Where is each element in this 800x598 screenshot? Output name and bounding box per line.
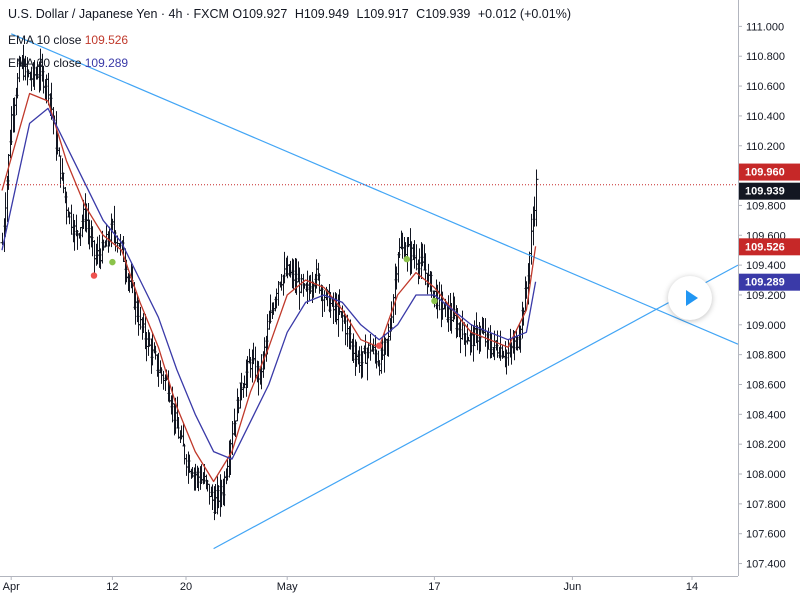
x-tick-label: 17 — [428, 581, 440, 593]
price-badge-bg — [739, 182, 800, 200]
scroll-to-realtime-button[interactable] — [668, 276, 712, 320]
y-tick-label: 109.000 — [746, 320, 786, 332]
price-bars — [0, 44, 539, 521]
signal-marker — [431, 297, 438, 305]
signal-marker — [109, 258, 116, 266]
ema-lines — [1, 92, 537, 483]
ema10-legend[interactable]: EMA 10 close 109.526 — [8, 33, 128, 47]
x-tick-label: 14 — [686, 581, 698, 593]
ema10-label: EMA 10 close — [8, 33, 82, 47]
y-tick-label: 110.200 — [746, 141, 785, 153]
y-tick-label: 111.000 — [746, 21, 784, 33]
ema20-value: 109.289 — [84, 56, 129, 70]
x-tick-label: Apr — [3, 581, 20, 593]
ohlc-low-value: 109.917 — [363, 7, 409, 21]
y-tick-label: 110.400 — [746, 111, 785, 123]
price-badge: 109.526 — [739, 238, 800, 256]
ema20-legend[interactable]: EMA 20 close 109.289 — [8, 56, 128, 70]
y-tick-label: 110.600 — [746, 81, 785, 93]
y-tick-label: 109.800 — [746, 200, 786, 212]
trendlines — [10, 33, 739, 550]
y-tick-label: 108.000 — [746, 469, 786, 481]
price-badge-label: 109.289 — [745, 277, 785, 289]
y-tick-label: 108.600 — [746, 379, 786, 391]
signal-marker — [376, 342, 383, 349]
descending-trendline — [10, 33, 739, 345]
x-tick-label: May — [277, 581, 298, 593]
signal-marker — [403, 255, 410, 263]
ohlc-high-value: 109.949 — [303, 7, 350, 21]
ema20-line — [1, 107, 537, 460]
price-badge-bg — [739, 163, 800, 181]
change-value: +0.012 (+0.01%) — [477, 7, 571, 21]
ema10-line — [1, 92, 537, 483]
y-tick-label: 108.800 — [746, 350, 786, 362]
price-badges: 109.960 109.939 109.526 109.289 — [739, 163, 800, 291]
ohlc-high-label: H — [294, 7, 304, 21]
x-tick-label: Jun — [564, 581, 582, 593]
ascending-trendline — [213, 264, 739, 550]
ohlc-close-value: 109.939 — [425, 7, 471, 21]
symbol-legend: U.S. Dollar / Japanese Yen · 4h · FXCM O… — [8, 7, 571, 21]
signal-markers — [90, 255, 438, 349]
price-badge-label: 109.939 — [745, 186, 785, 198]
y-tick-label: 109.400 — [746, 260, 786, 272]
x-tick-label: 20 — [180, 581, 192, 593]
ohlc-open-label: O — [232, 7, 243, 21]
y-tick-label: 110.800 — [746, 51, 785, 63]
y-tick-label: 109.200 — [746, 290, 786, 302]
price-badge-label: 109.526 — [745, 241, 785, 253]
y-tick-label: 108.200 — [746, 439, 786, 451]
price-badge-label: 109.960 — [745, 167, 785, 179]
y-tick-label: 107.400 — [746, 559, 786, 571]
ema20-label: EMA 20 close — [8, 56, 82, 70]
y-tick-label: 107.800 — [746, 499, 786, 511]
ohlc-low-label: L — [356, 7, 364, 21]
price-badge-bg — [739, 273, 800, 291]
price-axis-bg — [738, 0, 800, 598]
price-badge-bg — [739, 238, 800, 256]
play-icon — [686, 290, 698, 306]
time-axis[interactable]: Apr 12 20 May 17 Jun 14 — [3, 576, 698, 593]
ohlc-open-value: 109.927 — [242, 7, 288, 21]
ema10-value: 109.526 — [84, 33, 129, 47]
ohlc-close-label: C — [416, 7, 426, 21]
x-tick-label: 12 — [106, 581, 118, 593]
y-tick-label: 107.600 — [746, 529, 786, 541]
price-badge: 109.289 — [739, 273, 800, 291]
signal-marker — [90, 272, 98, 279]
price-badge: 109.939 — [739, 182, 800, 200]
price-badge: 109.960 — [739, 163, 800, 181]
y-tick-label: 108.400 — [746, 409, 786, 421]
symbol-title[interactable]: U.S. Dollar / Japanese Yen · 4h · FXCM — [8, 7, 229, 21]
